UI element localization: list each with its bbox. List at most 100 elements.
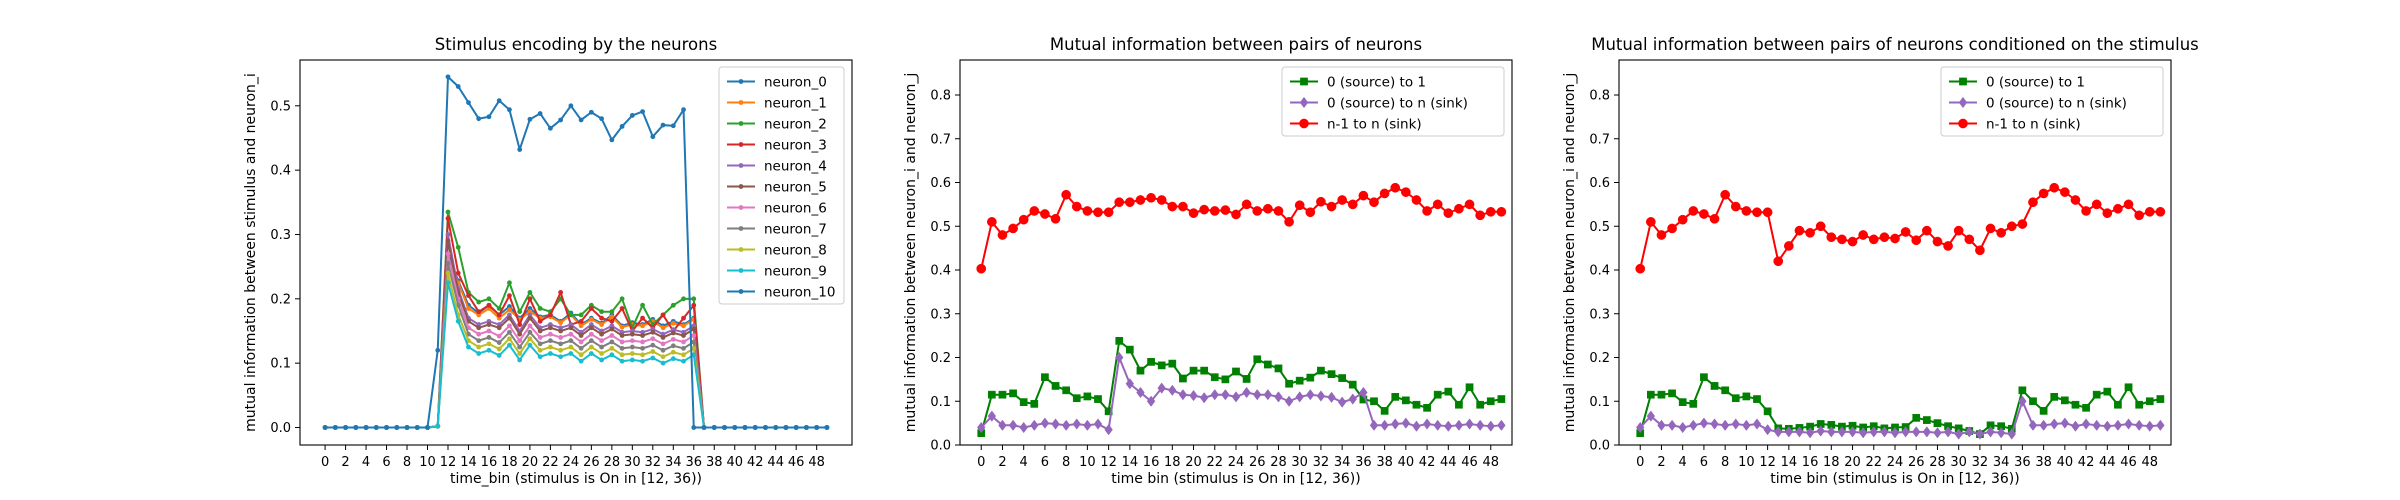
data-point-s2-37 [2028, 197, 2038, 208]
x-tick-label: 26 [1908, 455, 1925, 470]
data-point-s1-15 [1795, 426, 1804, 438]
data-point-s1-36 [2018, 395, 2027, 407]
x-tick-label: 48 [2141, 455, 2158, 470]
data-point-s1-25 [578, 323, 584, 329]
data-point-s10-11 [435, 347, 441, 353]
data-point-s1-43 [1433, 419, 1442, 431]
data-point-s5-33 [660, 335, 666, 340]
data-point-s2-38 [1379, 188, 1390, 199]
data-point-s3-27 [599, 315, 605, 321]
data-point-s2-34 [1996, 227, 2007, 238]
data-point-s1-24 [1231, 391, 1241, 403]
data-point-s6-24 [568, 331, 574, 337]
data-point-s2-2 [1656, 230, 1667, 240]
data-point-s8-31 [640, 352, 645, 358]
legend-swatch-marker [1299, 118, 1309, 129]
data-point-s0-5 [1030, 400, 1039, 408]
legend-label: 0 (source) to n (sink) [1327, 96, 1468, 112]
x-tick-label: 18 [1823, 455, 1840, 470]
y-tick-label: 0.4 [930, 264, 951, 279]
data-point-s2-1 [986, 217, 997, 227]
data-point-s5-35 [681, 333, 686, 338]
data-point-s10-10 [425, 425, 430, 430]
y-tick-label: 0.4 [1589, 264, 1610, 279]
data-point-s0-26 [1253, 355, 1262, 364]
x-tick-label: 28 [1270, 455, 1287, 470]
legend-swatch-marker [738, 268, 744, 273]
data-point-s1-8 [1720, 419, 1730, 431]
x-tick-label: 2 [998, 455, 1006, 470]
data-point-s3-19 [517, 322, 523, 327]
data-point-s2-40 [1400, 187, 1411, 197]
data-point-s3-23 [558, 289, 564, 295]
data-point-s2-43 [2091, 199, 2102, 210]
data-point-s2-0 [1635, 263, 1646, 274]
data-point-s2-23 [1879, 232, 1890, 243]
data-point-s7-28 [609, 339, 615, 345]
data-point-s2-15 [1794, 225, 1805, 236]
data-point-s1-26 [588, 317, 594, 322]
chart-title: Mutual information between pairs of neur… [1050, 35, 1422, 54]
data-point-s1-36 [1359, 386, 1368, 399]
data-point-s9-12 [445, 280, 451, 286]
data-point-s3-33 [660, 312, 666, 318]
data-point-s6-34 [670, 336, 676, 342]
x-axis-label: time bin (stimulus is On in [12, 36)) [1111, 471, 1360, 487]
x-tick-label: 32 [645, 455, 662, 470]
data-point-s9-27 [599, 357, 605, 363]
x-tick-label: 36 [2014, 455, 2031, 470]
data-point-s1-31 [1965, 426, 1974, 438]
y-tick-label: 0.2 [270, 292, 291, 307]
x-tick-label: 36 [686, 455, 703, 470]
data-point-s2-47 [2134, 210, 2145, 221]
data-point-s6-29 [619, 339, 625, 345]
legend-swatch-marker [738, 79, 744, 84]
data-point-s10-9 [414, 425, 420, 430]
data-point-s2-30 [1953, 225, 1964, 236]
x-tick-label: 34 [1993, 455, 2010, 470]
data-point-s2-13 [1773, 256, 1784, 267]
data-point-s2-41 [1411, 195, 1422, 205]
data-point-s2-22 [1209, 206, 1220, 216]
data-point-s1-27 [1263, 389, 1273, 401]
data-point-s7-17 [496, 340, 502, 345]
data-point-s10-20 [527, 116, 533, 122]
data-point-s1-32 [1975, 428, 1985, 440]
data-point-s2-1 [1645, 217, 1656, 227]
data-point-s10-37 [701, 425, 707, 430]
x-tick-label: 40 [2057, 455, 2074, 470]
x-tick-label: 22 [542, 455, 559, 470]
data-point-s1-31 [1306, 389, 1315, 401]
data-point-s2-24 [568, 312, 574, 318]
data-point-s10-31 [640, 109, 645, 114]
data-point-s10-39 [722, 425, 727, 430]
data-point-s0-48 [1486, 397, 1495, 406]
data-point-s0-6 [1041, 373, 1049, 382]
data-point-s6-23 [558, 335, 564, 340]
data-point-s1-20 [1848, 426, 1857, 438]
data-point-s0-43 [1433, 390, 1442, 399]
x-tick-label: 44 [767, 455, 784, 470]
x-tick-label: 22 [1206, 455, 1223, 470]
y-tick-label: 0.0 [1589, 439, 1610, 454]
data-point-s1-25 [1901, 426, 1910, 438]
data-point-s2-3 [1008, 223, 1018, 234]
data-point-s9-33 [660, 360, 666, 366]
data-point-s2-40 [2059, 187, 2070, 197]
data-point-s2-20 [1847, 236, 1858, 247]
data-point-s3-28 [609, 318, 615, 324]
data-point-s1-7 [1710, 418, 1719, 430]
data-point-s5-22 [547, 325, 553, 331]
data-point-s1-15 [1136, 386, 1145, 399]
data-point-s1-34 [670, 320, 676, 326]
data-point-s1-28 [1274, 391, 1283, 403]
data-point-s6-15 [476, 331, 482, 337]
x-tick-label: 30 [1950, 455, 1967, 470]
data-point-s7-34 [670, 343, 676, 349]
y-axis-label: mutual information between neuron_i and … [1562, 73, 1578, 433]
data-point-s2-12 [1103, 207, 1114, 218]
data-point-s2-6 [1699, 209, 1709, 219]
data-point-s1-13 [1115, 351, 1124, 364]
data-point-s10-18 [507, 107, 512, 113]
data-point-s8-12 [445, 270, 451, 276]
